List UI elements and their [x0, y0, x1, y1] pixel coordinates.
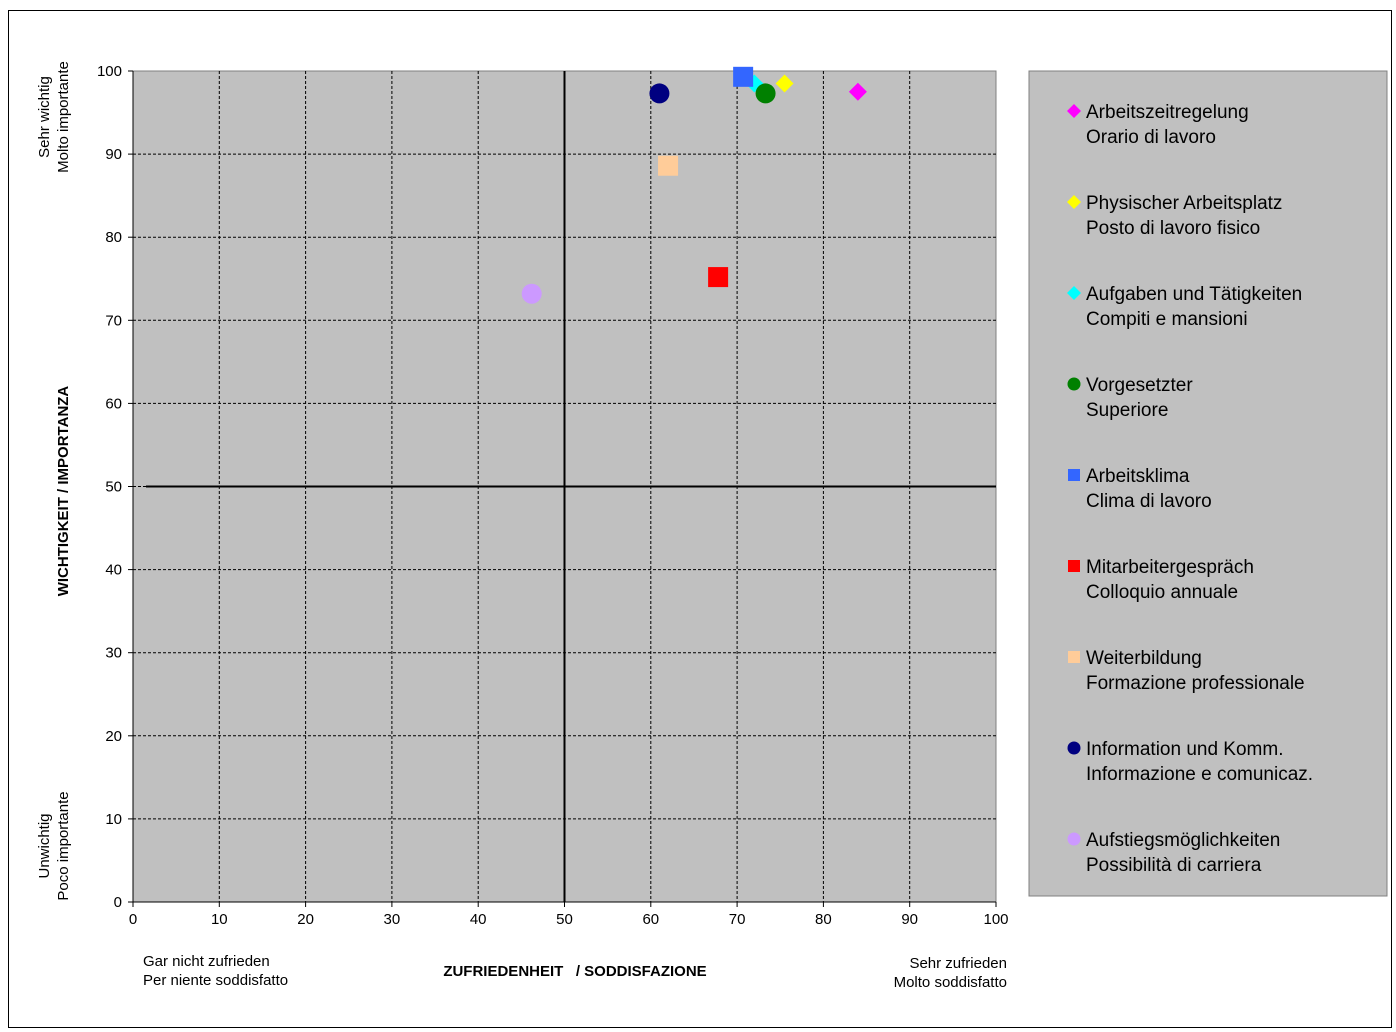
- y-tick-label: 90: [105, 146, 122, 163]
- legend-label-secondary: Superiore: [1086, 400, 1168, 421]
- x-tick-label: 90: [901, 911, 918, 928]
- legend-marker: [1067, 832, 1081, 846]
- legend-label: Aufstiegsmöglichkeiten: [1086, 830, 1280, 851]
- legend-label-secondary: Posto di lavoro fisico: [1086, 218, 1260, 239]
- y-tick-label: 20: [105, 728, 122, 745]
- data-point: [848, 82, 867, 101]
- x-tick-label: 30: [384, 911, 401, 928]
- y-tick-label: 40: [105, 562, 122, 579]
- legend-label: Weiterbildung: [1086, 648, 1202, 669]
- x-axis-title: ZUFRIEDENHEIT / SODDISFAZIONE: [443, 963, 706, 980]
- data-point: [708, 267, 729, 288]
- y-tick-label: 80: [105, 229, 122, 246]
- y-tick-label: 60: [105, 395, 122, 412]
- x-tick-label: 60: [642, 911, 659, 928]
- legend-marker: [1067, 377, 1081, 391]
- legend-marker: [1067, 195, 1081, 209]
- legend-marker: [1068, 560, 1080, 572]
- legend-label: Arbeitsklima: [1086, 466, 1190, 487]
- x-tick-label: 40: [470, 911, 487, 928]
- legend-label-secondary: Orario di lavoro: [1086, 127, 1216, 148]
- y-tick-label: 10: [105, 811, 122, 828]
- legend-label: Mitarbeitergespräch: [1086, 557, 1254, 578]
- y-high-label-it: Molto importante: [55, 61, 72, 173]
- x-high-label-it: Molto soddisfatto: [894, 974, 1007, 991]
- y-low-label-it: Poco importante: [55, 791, 72, 900]
- data-point: [521, 283, 542, 304]
- legend-label: Arbeitszeitregelung: [1086, 102, 1249, 123]
- data-point: [733, 66, 754, 87]
- legend-label: Physischer Arbeitsplatz: [1086, 193, 1282, 214]
- data-point: [755, 83, 776, 104]
- legend-label-secondary: Possibilità di carriera: [1086, 855, 1262, 876]
- x-tick-label: 10: [211, 911, 228, 928]
- legend-marker: [1067, 104, 1081, 118]
- legend-label-secondary: Formazione professionale: [1086, 673, 1305, 694]
- x-tick-label: 100: [983, 911, 1008, 928]
- y-tick-label: 50: [105, 479, 122, 496]
- x-tick-label: 50: [556, 911, 573, 928]
- x-high-label-de: Sehr zufrieden: [909, 955, 1007, 972]
- x-tick-label: 70: [729, 911, 746, 928]
- y-high-label-de: Sehr wichtig: [36, 76, 53, 158]
- y-tick-label: 0: [114, 894, 122, 911]
- legend-label: Vorgesetzter: [1086, 375, 1193, 396]
- y-tick-label: 100: [97, 63, 122, 80]
- legend: Arbeitszeitregelung Orario di lavoro Physi…: [1067, 102, 1313, 876]
- x-low-label-it: Per niente soddisfatto: [143, 972, 288, 989]
- legend-marker: [1067, 286, 1081, 300]
- y-tick-label: 30: [105, 645, 122, 662]
- x-tick-label: 20: [297, 911, 314, 928]
- x-tick-label: 80: [815, 911, 832, 928]
- y-tick-label: 70: [105, 312, 122, 329]
- legend-label: Information und Komm.: [1086, 739, 1283, 760]
- data-point: [649, 83, 670, 104]
- legend-label-secondary: Colloquio annuale: [1086, 582, 1238, 603]
- data-points: [521, 66, 867, 304]
- data-point: [658, 155, 679, 176]
- reference-lines: [146, 71, 996, 902]
- legend-box: [1028, 70, 1388, 897]
- legend-marker: [1068, 651, 1080, 663]
- x-low-label-de: Gar nicht zufrieden: [143, 953, 270, 970]
- legend-label-secondary: Informazione e comunicaz.: [1086, 764, 1313, 785]
- tick-labels: 0 10 20 30 40 50 60 70 80 90 100 0 10 20 30 40 50 60 70 80 9…: [97, 63, 1009, 928]
- y-low-label-de: Unwichtig: [36, 813, 53, 878]
- legend-marker: [1067, 741, 1081, 755]
- y-axis-title: WICHTIGKEIT / IMPORTANZA: [55, 386, 72, 597]
- legend-label: Aufgaben und Tätigkeiten: [1086, 284, 1302, 305]
- data-point: [775, 74, 794, 93]
- legend-marker: [1068, 469, 1080, 481]
- legend-label-secondary: Clima di lavoro: [1086, 491, 1212, 512]
- legend-label-secondary: Compiti e mansioni: [1086, 309, 1248, 330]
- x-tick-label: 0: [129, 911, 137, 928]
